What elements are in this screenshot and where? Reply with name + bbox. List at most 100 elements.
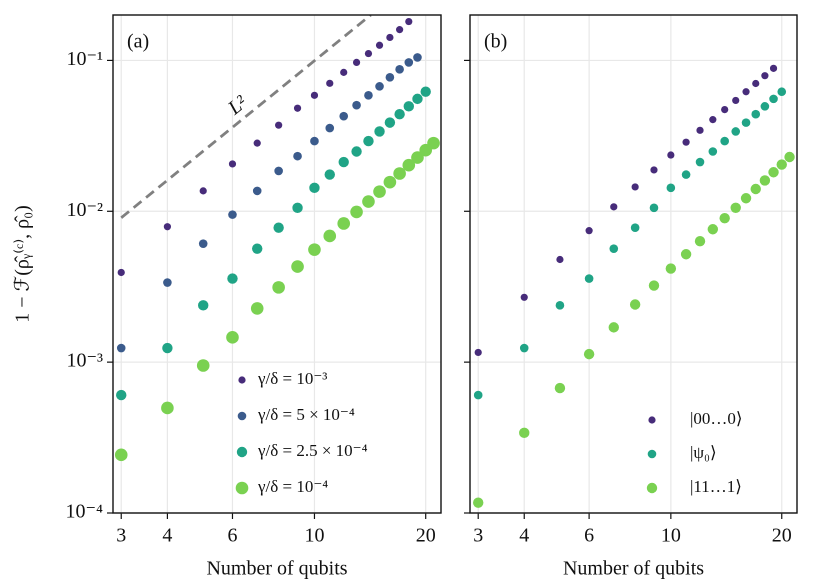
legend-label: |11…1⟩	[690, 477, 742, 496]
y-tick-label: 10⁻¹	[66, 48, 103, 70]
data-point	[404, 58, 414, 67]
data-point	[650, 166, 658, 174]
data-point	[252, 186, 262, 196]
data-point	[750, 183, 761, 195]
x-axis-label: Number of qubits	[563, 558, 704, 580]
data-point	[519, 427, 530, 439]
data-point	[352, 100, 361, 110]
data-point	[554, 382, 566, 394]
panel: 3 4 6 10 20 (b) Number of qubits |00…0⟩ |ψ₀⟩ |11……	[464, 14, 798, 580]
data-point	[610, 203, 618, 211]
data-point	[374, 126, 385, 137]
data-point	[373, 185, 386, 198]
x-tick-label: 6	[584, 525, 594, 547]
data-point	[308, 243, 321, 256]
data-point	[585, 227, 593, 235]
data-point	[427, 136, 440, 150]
data-point	[649, 203, 659, 213]
data-point	[116, 343, 126, 353]
data-point	[274, 166, 283, 176]
data-point	[310, 136, 319, 146]
data-point	[667, 151, 675, 159]
data-point	[405, 17, 413, 26]
data-point	[364, 49, 373, 58]
reference-line	[120, 15, 372, 219]
data-point	[609, 244, 619, 253]
data-point	[784, 151, 795, 163]
x-tick-label: 20	[416, 525, 436, 547]
legend-label: γ/δ = 5 × 10⁻⁴	[257, 405, 355, 424]
data-point	[227, 273, 238, 284]
data-point	[228, 160, 237, 168]
data-point	[363, 135, 374, 147]
x-tick-label: 3	[473, 525, 483, 547]
data-point	[584, 274, 594, 283]
data-point	[323, 229, 337, 243]
data-point	[385, 72, 395, 82]
data-point	[719, 212, 730, 224]
data-point	[352, 58, 361, 67]
x-tick-label: 20	[772, 525, 792, 547]
data-point	[226, 331, 239, 344]
data-point	[273, 222, 284, 233]
data-point	[162, 342, 173, 354]
data-point	[396, 26, 404, 34]
data-point	[411, 151, 424, 164]
legend-marker	[238, 376, 246, 384]
data-point	[631, 183, 639, 191]
data-point	[228, 210, 237, 219]
panel-label: (a)	[127, 31, 149, 53]
data-point	[250, 302, 264, 315]
x-tick-label: 10	[661, 525, 681, 547]
data-point	[394, 109, 405, 120]
data-point	[556, 255, 564, 264]
legend-marker	[648, 416, 656, 424]
y-tick-label: 10⁻⁴	[65, 501, 103, 523]
data-point	[293, 104, 302, 112]
data-point	[326, 79, 334, 87]
data-point	[253, 139, 261, 147]
data-point	[721, 106, 729, 114]
data-point	[393, 167, 406, 180]
x-tick-label: 10	[304, 525, 324, 547]
data-point	[732, 96, 740, 105]
data-point	[759, 175, 771, 186]
plot-area	[473, 64, 795, 508]
data-point	[275, 121, 283, 129]
data-point	[338, 156, 349, 168]
data-point	[309, 182, 320, 194]
data-point	[648, 280, 660, 291]
data-point	[519, 343, 529, 353]
data-point	[680, 249, 692, 260]
legend-marker	[236, 446, 248, 458]
y-tick-label: 10⁻²	[66, 199, 103, 221]
x-tick-label: 3	[116, 525, 126, 547]
data-point	[413, 53, 422, 62]
data-point	[768, 167, 779, 178]
data-point	[362, 195, 375, 208]
data-point	[351, 146, 362, 157]
data-point	[761, 72, 769, 80]
data-point	[161, 401, 174, 415]
data-point	[681, 170, 691, 179]
data-point	[608, 322, 619, 333]
data-point	[769, 94, 778, 104]
data-point	[776, 159, 787, 170]
data-point	[386, 33, 394, 42]
data-point	[694, 236, 706, 247]
data-point	[199, 187, 207, 195]
data-point	[291, 260, 304, 273]
data-point	[777, 87, 787, 97]
data-point	[412, 93, 423, 105]
legend-marker	[235, 481, 249, 495]
data-point	[364, 91, 373, 100]
data-point	[116, 389, 127, 401]
data-point	[420, 86, 431, 97]
data-point	[666, 183, 676, 193]
legend-label: |ψ₀⟩	[690, 443, 717, 462]
data-point	[375, 82, 384, 91]
data-point	[383, 175, 397, 189]
data-point	[720, 136, 729, 146]
data-point	[117, 268, 125, 277]
